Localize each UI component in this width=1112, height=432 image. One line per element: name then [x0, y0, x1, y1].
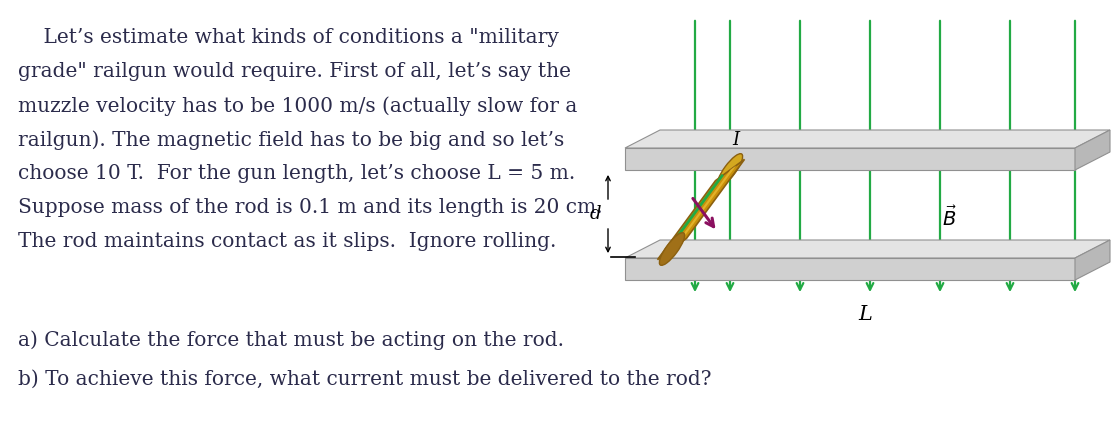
- Text: grade" railgun would require. First of all, let’s say the: grade" railgun would require. First of a…: [18, 62, 570, 81]
- Text: I: I: [733, 131, 739, 149]
- Polygon shape: [625, 240, 1110, 258]
- Polygon shape: [1075, 130, 1110, 170]
- Text: $\vec{B}$: $\vec{B}$: [943, 206, 957, 230]
- Polygon shape: [625, 258, 1075, 280]
- Text: a) Calculate the force that must be acting on the rod.: a) Calculate the force that must be acti…: [18, 330, 564, 349]
- Text: choose 10 T.  For the gun length, let’s choose L = 5 m.: choose 10 T. For the gun length, let’s c…: [18, 164, 575, 183]
- Polygon shape: [625, 148, 1075, 170]
- Ellipse shape: [717, 154, 743, 186]
- Text: Let’s estimate what kinds of conditions a "military: Let’s estimate what kinds of conditions …: [18, 28, 559, 47]
- Text: railgun). The magnetic field has to be big and so let’s: railgun). The magnetic field has to be b…: [18, 130, 564, 149]
- Ellipse shape: [659, 233, 685, 265]
- Text: muzzle velocity has to be 1000 m/s (actually slow for a: muzzle velocity has to be 1000 m/s (actu…: [18, 96, 577, 116]
- Polygon shape: [625, 130, 1110, 148]
- Text: The rod maintains contact as it slips.  Ignore rolling.: The rod maintains contact as it slips. I…: [18, 232, 556, 251]
- Polygon shape: [673, 165, 736, 248]
- Text: L: L: [858, 305, 872, 324]
- Polygon shape: [657, 159, 745, 260]
- Text: b) To achieve this force, what current must be delivered to the rod?: b) To achieve this force, what current m…: [18, 370, 712, 389]
- Polygon shape: [1075, 240, 1110, 280]
- Text: Suppose mass of the rod is 0.1 m and its length is 20 cm.: Suppose mass of the rod is 0.1 m and its…: [18, 198, 603, 217]
- Text: d: d: [589, 205, 600, 223]
